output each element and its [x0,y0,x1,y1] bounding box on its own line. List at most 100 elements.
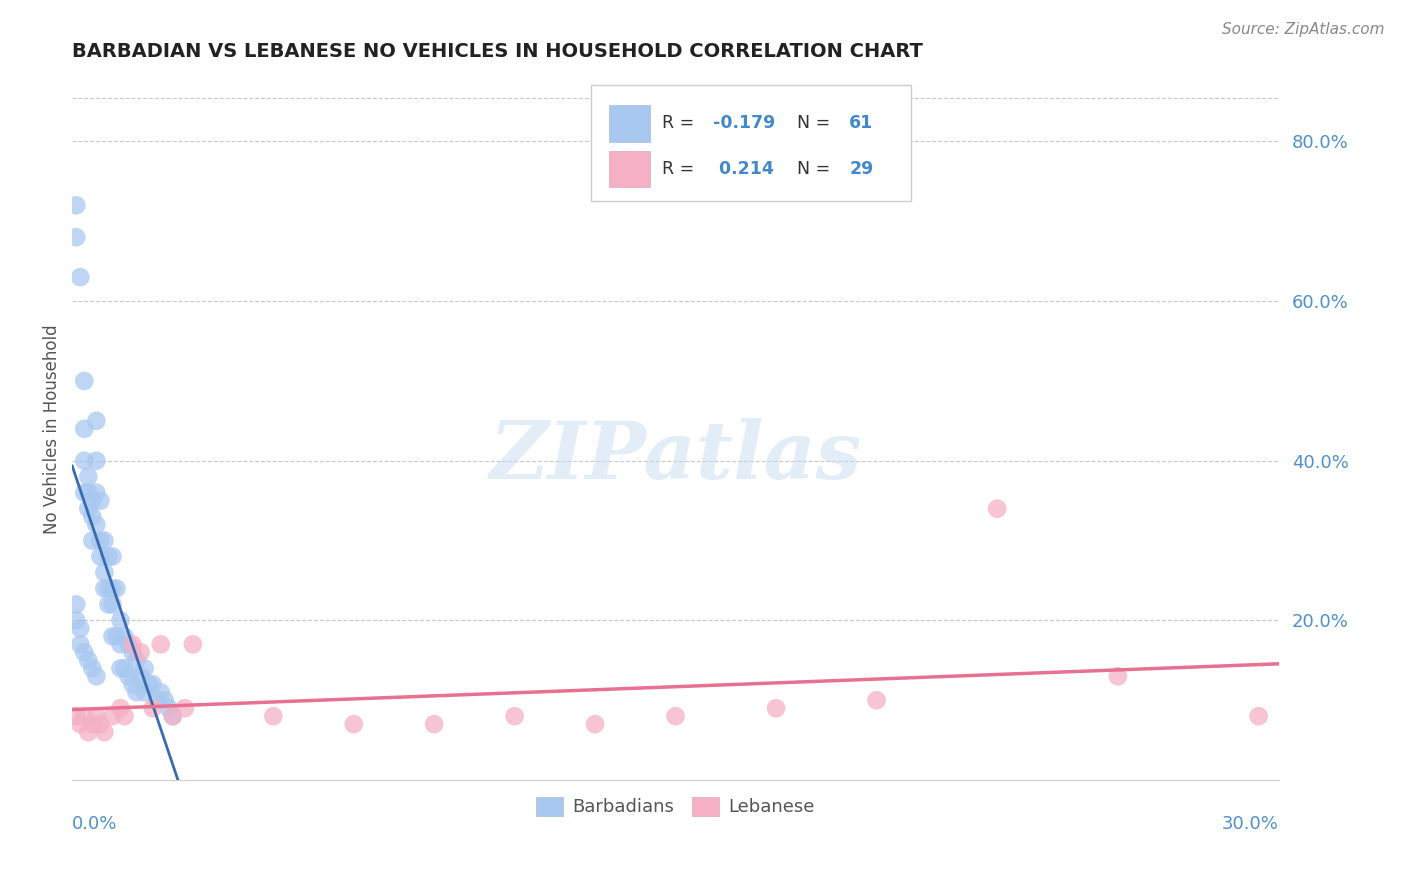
Text: 0.214: 0.214 [713,160,773,178]
Point [89,493,111,508]
Point [89,533,111,548]
Text: N =: N = [797,114,837,132]
Text: N =: N = [797,160,837,178]
Point [97,549,120,564]
Text: 30.0%: 30.0% [1222,815,1278,833]
Point [117,669,139,683]
Point [82,717,104,731]
Point [101,629,124,643]
FancyBboxPatch shape [591,85,911,201]
Point [101,598,124,612]
Point [138,677,160,691]
Point [97,598,120,612]
Point [343,717,366,731]
Point [149,685,172,699]
Point [114,661,136,675]
Point [82,661,104,675]
Point [82,509,104,524]
Point [77,485,100,500]
Text: -0.179: -0.179 [713,114,775,132]
Text: Source: ZipAtlas.com: Source: ZipAtlas.com [1222,22,1385,37]
Point [77,653,100,667]
Point [664,709,686,723]
Text: BARBADIAN VS LEBANESE NO VEHICLES IN HOUSEHOLD CORRELATION CHART: BARBADIAN VS LEBANESE NO VEHICLES IN HOU… [72,42,924,61]
Point [101,709,124,723]
Point [101,582,124,596]
Point [65,709,87,723]
Point [73,485,96,500]
Point [93,533,115,548]
Point [97,582,120,596]
Point [73,645,96,659]
Point [82,533,104,548]
Point [121,637,143,651]
Y-axis label: No Vehicles in Household: No Vehicles in Household [44,324,60,533]
Point [142,701,165,715]
Point [69,270,91,285]
Point [65,598,87,612]
FancyBboxPatch shape [609,105,650,142]
Point [110,701,132,715]
FancyBboxPatch shape [609,151,650,187]
Point [69,621,91,635]
Point [986,501,1008,516]
Point [583,717,606,731]
Point [125,685,148,699]
Point [86,414,108,428]
Point [93,582,115,596]
Text: 61: 61 [849,114,873,132]
Point [65,198,87,212]
Point [77,501,100,516]
Point [121,677,143,691]
Point [69,637,91,651]
Point [129,645,152,659]
Point [65,230,87,244]
Point [86,517,108,532]
Point [125,653,148,667]
Point [105,629,128,643]
Point [101,549,124,564]
Point [153,693,176,707]
Point [77,725,100,739]
Point [93,725,115,739]
Point [69,717,91,731]
Point [86,669,108,683]
Point [73,709,96,723]
Point [77,469,100,483]
Point [73,422,96,436]
Point [117,637,139,651]
Point [129,669,152,683]
Point [142,677,165,691]
Point [73,374,96,388]
Legend: Barbadians, Lebanese: Barbadians, Lebanese [529,790,823,823]
Point [262,709,284,723]
Point [1107,669,1129,683]
Point [114,629,136,643]
Point [93,566,115,580]
Point [162,709,184,723]
Point [765,701,787,715]
Point [181,637,204,651]
Point [114,709,136,723]
Point [110,661,132,675]
Point [503,709,526,723]
Point [105,582,128,596]
Point [86,709,108,723]
Point [134,661,156,675]
Text: R =: R = [662,114,700,132]
Point [73,454,96,468]
Point [149,637,172,651]
Text: 29: 29 [849,160,873,178]
Point [82,493,104,508]
Point [89,717,111,731]
Point [65,614,87,628]
Text: R =: R = [662,160,700,178]
Point [865,693,887,707]
Point [157,701,180,715]
Point [110,614,132,628]
Point [1247,709,1270,723]
Point [423,717,446,731]
Point [173,701,195,715]
Point [86,485,108,500]
Point [86,454,108,468]
